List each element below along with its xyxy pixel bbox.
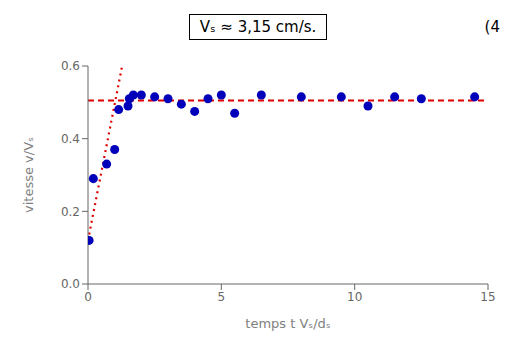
svg-text:vitesse v/Vₛ: vitesse v/Vₛ bbox=[21, 137, 36, 213]
svg-text:0: 0 bbox=[84, 290, 92, 304]
svg-text:0.6: 0.6 bbox=[61, 59, 80, 73]
html-text:Vₛ ≈ 3,15 cm/s.: Vₛ ≈ 3,15 cm/s. bbox=[199, 18, 317, 36]
svg-text:0.0: 0.0 bbox=[61, 277, 80, 291]
svg-text:temps t Vₛ/dₛ: temps t Vₛ/dₛ bbox=[245, 316, 331, 331]
svg-text:10: 10 bbox=[347, 290, 362, 304]
svg-text:0.2: 0.2 bbox=[61, 205, 80, 219]
svg-text:15: 15 bbox=[480, 290, 495, 304]
svg-text:0.4: 0.4 bbox=[61, 132, 80, 146]
svg-text:5: 5 bbox=[218, 290, 226, 304]
html-text:(4: (4 bbox=[484, 18, 500, 36]
